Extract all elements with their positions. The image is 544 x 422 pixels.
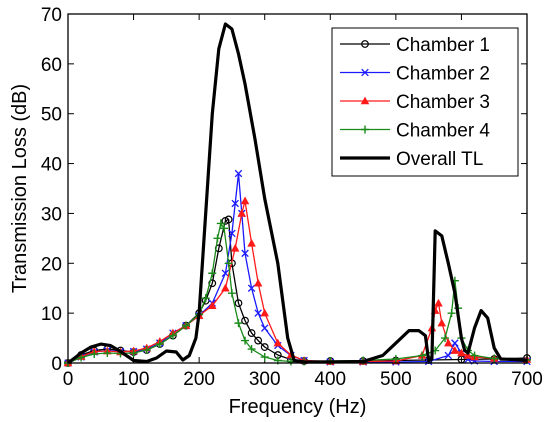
y-tick-label: 60 xyxy=(41,55,62,76)
legend-label: Chamber 2 xyxy=(396,64,490,85)
x-tick-label: 0 xyxy=(63,369,74,390)
data-point xyxy=(437,318,447,327)
legend-marker xyxy=(361,40,369,48)
data-point xyxy=(234,169,243,178)
legend-item: Overall TL xyxy=(340,149,483,170)
data-point xyxy=(103,349,112,358)
data-point xyxy=(201,294,210,303)
y-tick-label: 30 xyxy=(41,204,62,225)
legend-item: Chamber 2 xyxy=(340,64,490,85)
data-point xyxy=(237,209,247,217)
legend-item: Chamber 4 xyxy=(340,121,490,142)
data-point xyxy=(207,301,217,309)
plot-frame xyxy=(67,13,528,364)
y-axis-title: Transmission Loss (dB) xyxy=(9,84,31,293)
legend-marker xyxy=(360,96,370,105)
data-point xyxy=(253,278,263,287)
data-point xyxy=(220,224,229,233)
y-tick-label: 20 xyxy=(41,254,62,275)
data-point xyxy=(444,338,453,347)
ticks-layer: 0 100 200 300 400 500 600 700 0 10 20 30 40 50 60 70 xyxy=(41,5,543,390)
data-point xyxy=(221,269,230,278)
legend-marker xyxy=(361,125,369,134)
y-tick-label: 50 xyxy=(41,105,62,126)
data-point xyxy=(90,350,99,359)
data-point xyxy=(208,279,217,288)
y-tick-label: 0 xyxy=(51,354,62,375)
data-point xyxy=(182,321,191,330)
data-point xyxy=(231,199,239,208)
data-point xyxy=(260,343,269,351)
data-point xyxy=(234,299,243,308)
legend-item: Chamber 3 xyxy=(340,92,490,113)
data-point xyxy=(247,345,256,354)
data-point xyxy=(447,309,456,318)
data-point xyxy=(450,346,460,354)
data-point xyxy=(254,309,262,317)
data-point xyxy=(457,348,466,357)
series-line xyxy=(67,22,528,365)
x-tick-label: 300 xyxy=(249,369,281,390)
data-point xyxy=(470,351,479,360)
legend-item: Chamber 1 xyxy=(340,35,490,56)
y-tick-label: 40 xyxy=(41,155,62,176)
y-tick-label: 10 xyxy=(41,304,62,325)
data-point xyxy=(463,351,473,359)
legend-label: Chamber 1 xyxy=(396,35,490,56)
data-point xyxy=(418,351,427,360)
legend: Chamber 1 Chamber 2 Chamber 3 Chamber 4 Over… xyxy=(331,27,519,177)
data-point xyxy=(260,308,269,317)
legend-marker xyxy=(361,68,369,77)
x-tick-label: 600 xyxy=(446,369,478,390)
x-axis-title: Frequency (Hz) xyxy=(229,396,367,418)
x-tick-label: 200 xyxy=(183,369,215,390)
data-point xyxy=(254,336,263,345)
data-point xyxy=(224,259,233,268)
data-point xyxy=(241,336,250,345)
data-point xyxy=(241,249,249,258)
data-point xyxy=(490,354,499,363)
x-tick-label: 500 xyxy=(380,369,412,390)
data-point xyxy=(391,355,400,364)
data-point xyxy=(129,349,138,358)
series-layer xyxy=(63,22,532,367)
data-point xyxy=(247,238,256,247)
x-tick-label: 700 xyxy=(511,369,543,390)
data-point xyxy=(451,339,459,347)
data-point xyxy=(221,283,230,292)
data-point xyxy=(247,284,256,292)
data-point xyxy=(260,353,269,362)
data-point xyxy=(241,316,249,325)
data-point xyxy=(444,351,453,360)
data-point xyxy=(155,340,164,349)
data-point xyxy=(434,298,443,307)
data-point xyxy=(234,319,243,328)
data-point xyxy=(208,269,217,278)
data-point xyxy=(227,289,236,298)
data-point xyxy=(240,196,250,205)
legend-label: Overall TL xyxy=(396,149,483,170)
x-tick-label: 100 xyxy=(118,369,150,390)
data-point xyxy=(142,346,151,355)
data-point xyxy=(247,329,256,337)
data-point xyxy=(224,215,233,224)
data-point xyxy=(213,234,222,243)
data-point xyxy=(441,334,450,343)
y-tick-label: 70 xyxy=(41,5,62,26)
legend-label: Chamber 4 xyxy=(396,121,490,142)
data-point xyxy=(273,338,283,347)
data-point xyxy=(216,219,225,228)
data-point xyxy=(230,243,240,252)
data-point xyxy=(260,324,269,332)
legend-label: Chamber 3 xyxy=(396,92,490,113)
data-point xyxy=(228,229,236,238)
series-overall-tl xyxy=(67,22,528,365)
x-tick-label: 400 xyxy=(314,369,346,390)
data-point xyxy=(168,331,177,340)
